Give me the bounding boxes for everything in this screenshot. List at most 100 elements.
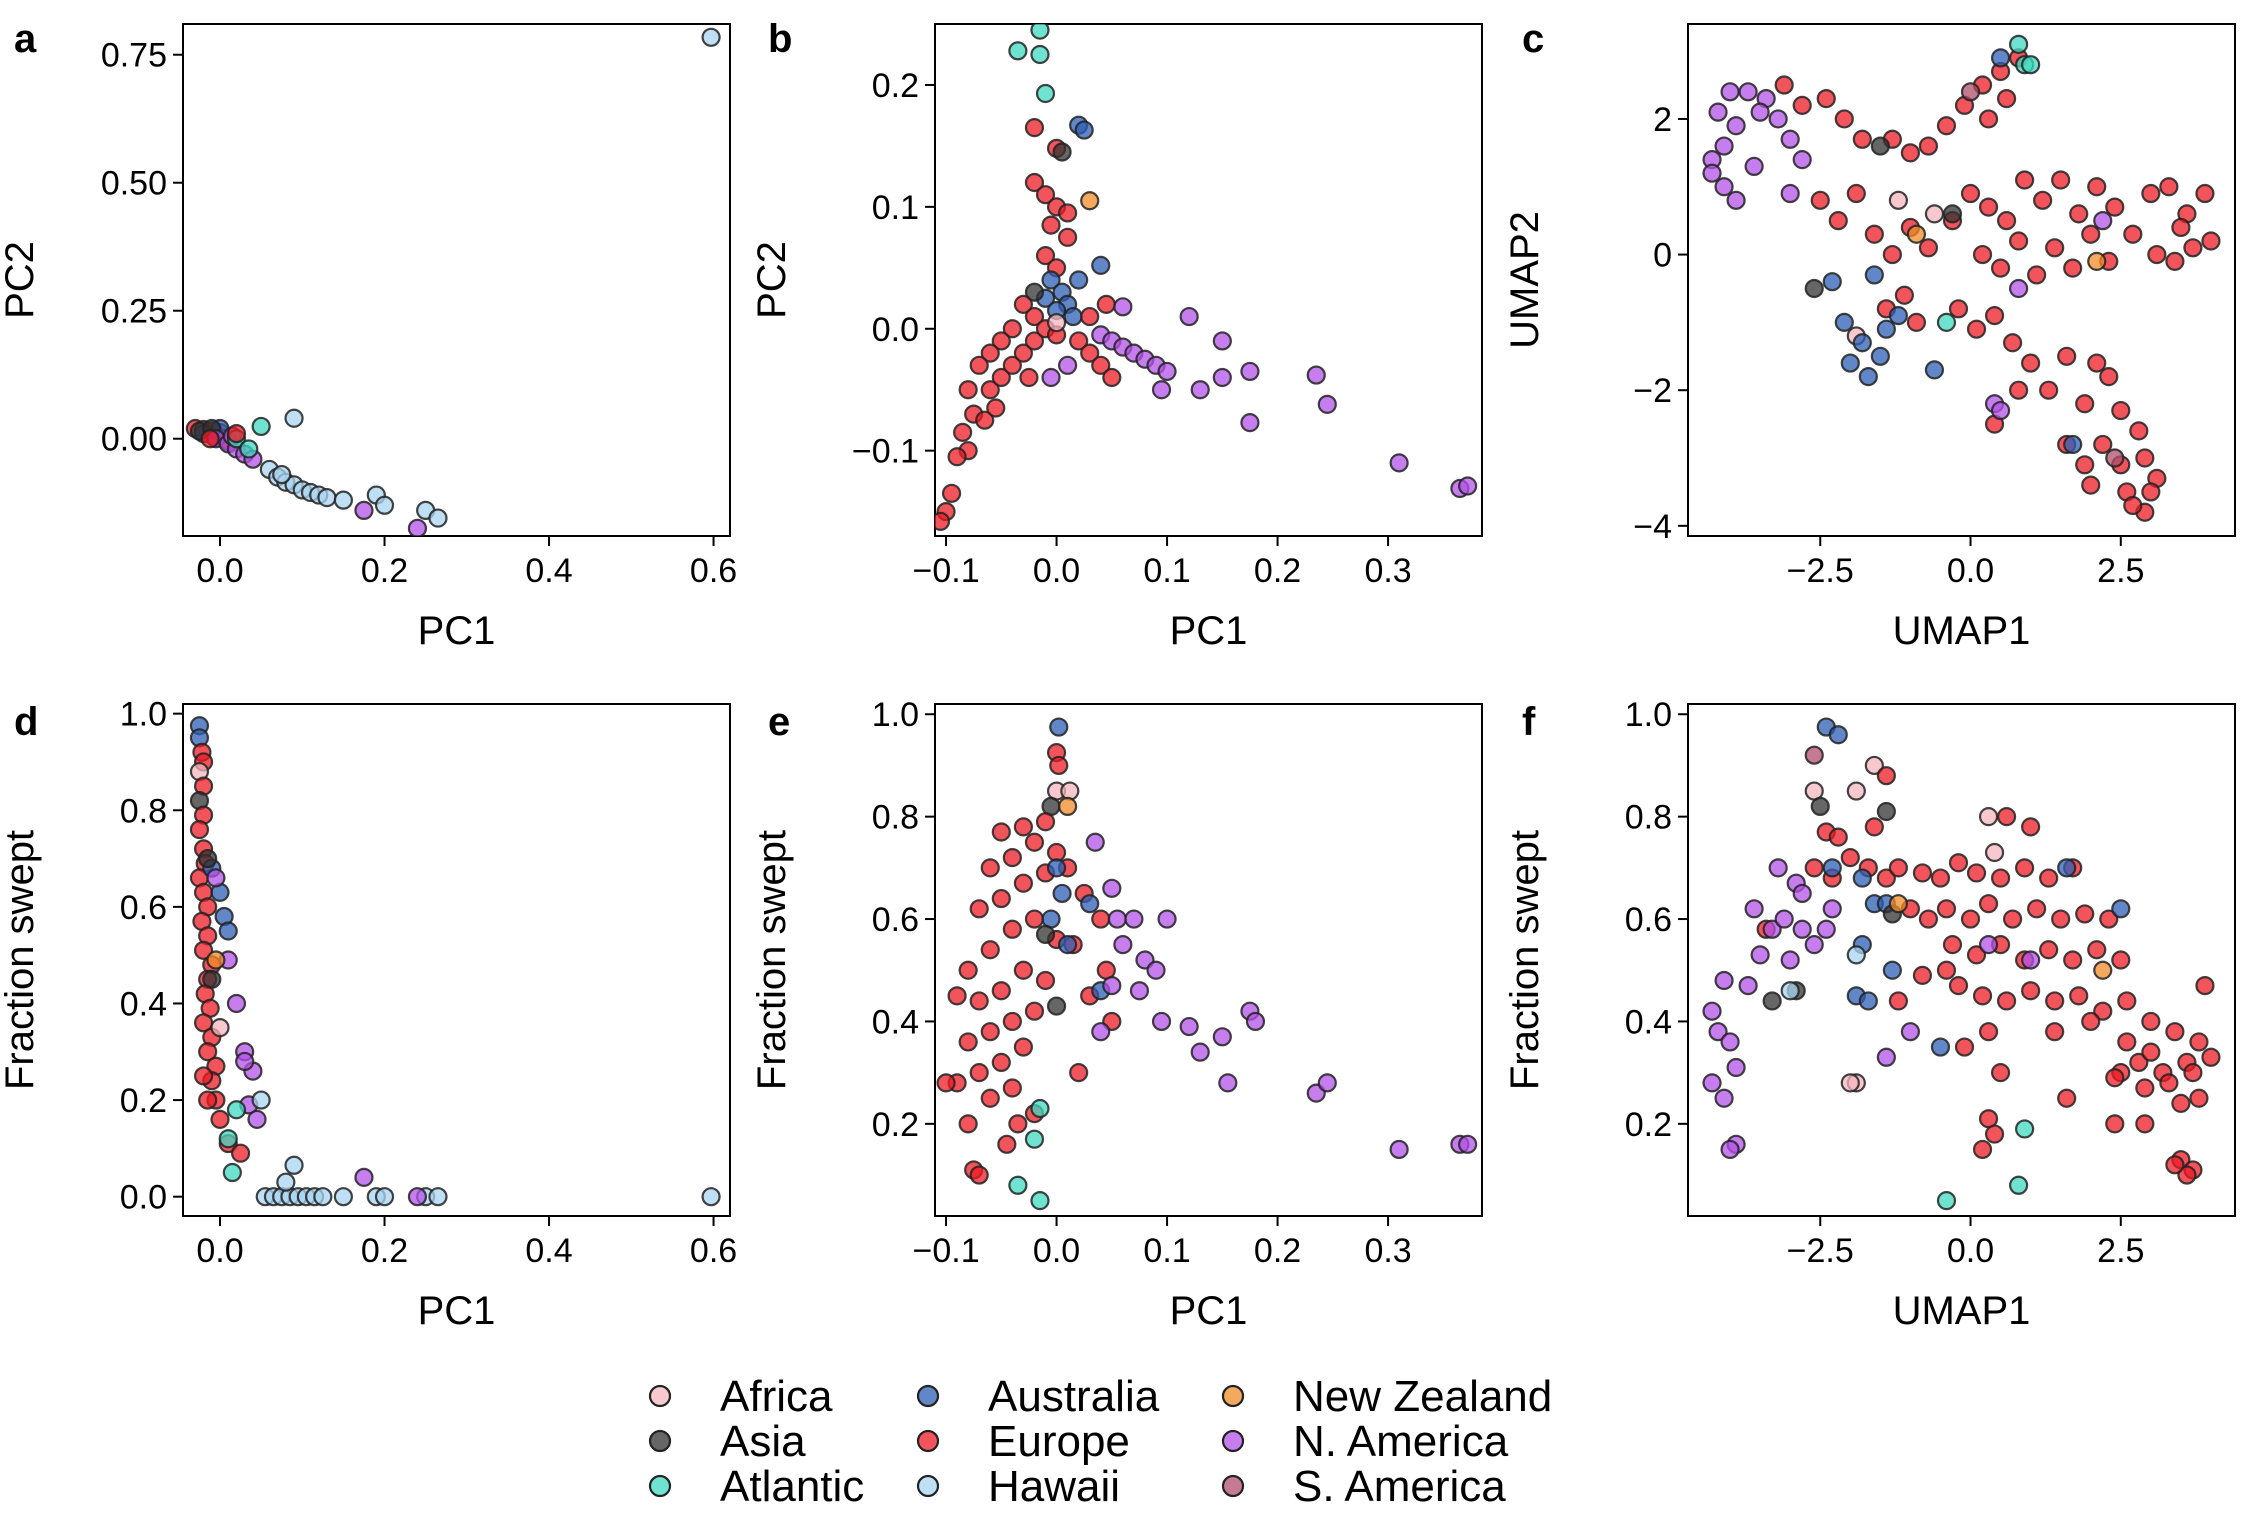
data-point-europe bbox=[2063, 258, 2083, 278]
panel-e: e −0.1 0.0 0.1 0.2 0.3 0.2 0.4 0.6 0.8 1.0 PC1 Fract… bbox=[750, 696, 1483, 1333]
data-point-n-america bbox=[1744, 156, 1764, 177]
data-point-asia bbox=[1942, 204, 1963, 224]
x-tick-label: 0.0 bbox=[1947, 552, 1994, 590]
data-point-europe bbox=[2141, 482, 2161, 502]
legend-label: Australia bbox=[988, 1372, 1160, 1421]
data-point-europe bbox=[2075, 904, 2095, 924]
data-point-australia bbox=[1080, 894, 1100, 914]
data-point-europe bbox=[1041, 215, 1061, 235]
data-point-europe bbox=[1035, 970, 1056, 991]
data-point-europe bbox=[1840, 847, 1860, 868]
data-point-europe bbox=[2129, 1052, 2149, 1073]
legend-item-asia: Asia bbox=[648, 1417, 806, 1466]
data-point-n-america bbox=[235, 1051, 255, 1072]
data-point-n-america bbox=[1102, 878, 1122, 898]
data-point-n-america bbox=[1792, 919, 1812, 939]
data-point-atlantic bbox=[251, 416, 271, 437]
data-point-australia bbox=[1046, 858, 1067, 878]
y-tick-label: 0.2 bbox=[872, 67, 919, 105]
data-point-asia bbox=[1035, 924, 1056, 945]
data-point-australia bbox=[1828, 725, 1848, 745]
data-point-europe bbox=[935, 511, 951, 531]
data-point-asia bbox=[1810, 796, 1830, 817]
data-point-europe bbox=[2201, 231, 2221, 251]
data-point-europe bbox=[1828, 211, 1848, 231]
data-point-europe bbox=[1002, 847, 1022, 868]
data-point-europe bbox=[2069, 204, 2089, 224]
data-point-new-zealand bbox=[1888, 894, 1908, 914]
data-point-hawaii bbox=[1846, 945, 1866, 965]
data-point-europe bbox=[2021, 817, 2041, 837]
data-point-europe bbox=[198, 1042, 218, 1062]
legend-label: Hawaii bbox=[988, 1462, 1120, 1511]
data-point-europe bbox=[2159, 1073, 2179, 1093]
data-point-europe bbox=[1002, 919, 1022, 939]
data-point-n-america bbox=[247, 1109, 267, 1129]
data-point-n-america bbox=[1102, 975, 1122, 996]
data-point-n-america bbox=[1750, 945, 1770, 965]
data-point-africa bbox=[1046, 313, 1067, 333]
data-points bbox=[936, 717, 1478, 1211]
x-axis-title: PC1 bbox=[418, 609, 496, 653]
x-tick-label: −0.1 bbox=[912, 1232, 979, 1270]
panel-letter: f bbox=[1522, 700, 1536, 744]
x-tick-label: 2.5 bbox=[2097, 552, 2144, 590]
data-point-europe bbox=[1876, 868, 1896, 888]
data-point-europe bbox=[958, 380, 978, 400]
y-tick-label: 0 bbox=[1653, 237, 1672, 275]
data-point-n-america bbox=[1041, 367, 1061, 388]
data-point-n-america bbox=[1816, 919, 1836, 939]
data-point-australia bbox=[2111, 899, 2131, 919]
panel-letter: a bbox=[14, 17, 37, 61]
data-point-atlantic bbox=[1024, 1129, 1045, 1149]
legend-item-n-america: N. America bbox=[1221, 1417, 1509, 1466]
y-axis-title: Fraction swept bbox=[1503, 830, 1547, 1090]
data-point-europe bbox=[2105, 1114, 2125, 1134]
data-point-asia bbox=[1876, 801, 1896, 822]
plot-frame bbox=[1687, 23, 2236, 537]
data-point-europe bbox=[1960, 183, 1981, 204]
data-point-europe bbox=[1918, 136, 1939, 156]
data-point-n-america bbox=[1151, 1011, 1172, 1032]
data-point-europe bbox=[1912, 863, 1933, 883]
data-point-europe bbox=[2171, 1093, 2191, 1113]
data-point-africa bbox=[210, 1018, 230, 1038]
data-point-australia bbox=[1990, 48, 2011, 68]
data-point-europe bbox=[1984, 306, 2005, 326]
data-point-n-america bbox=[1146, 960, 1166, 980]
data-point-europe bbox=[1792, 95, 1812, 115]
x-tick-label: 0.3 bbox=[1364, 552, 1411, 590]
legend-label: Atlantic bbox=[720, 1462, 864, 1511]
data-point-europe bbox=[1966, 945, 1987, 965]
data-point-hawaii bbox=[251, 1090, 271, 1110]
data-point-europe bbox=[980, 940, 1000, 960]
x-tick-label: −2.5 bbox=[1787, 552, 1854, 590]
data-point-n-america bbox=[1774, 909, 1794, 929]
data-point-europe bbox=[1002, 1011, 1022, 1032]
data-point-n-america bbox=[2021, 950, 2041, 970]
data-point-europe bbox=[1888, 991, 1908, 1011]
x-tick-label: 0.1 bbox=[1143, 552, 1190, 590]
data-point-europe bbox=[2129, 421, 2149, 441]
data-point-asia bbox=[1024, 282, 1045, 302]
data-point-europe bbox=[2081, 224, 2101, 244]
legend-label: N. America bbox=[1293, 1417, 1509, 1466]
data-point-europe bbox=[230, 1143, 251, 1163]
data-point-europe bbox=[2201, 1047, 2221, 1067]
y-tick-label: 0.4 bbox=[872, 1003, 919, 1041]
y-axis-title: Fraction swept bbox=[0, 830, 42, 1090]
data-point-europe bbox=[1816, 88, 1836, 109]
data-point-europe bbox=[2027, 265, 2047, 285]
data-point-europe bbox=[2189, 1088, 2209, 1108]
data-points bbox=[1702, 34, 2221, 522]
x-tick-label: 0.6 bbox=[690, 552, 737, 590]
data-point-n-america bbox=[1179, 306, 1199, 327]
data-point-europe bbox=[1008, 1114, 1028, 1134]
legend-swatch bbox=[648, 1429, 672, 1453]
data-point-europe bbox=[1906, 312, 1927, 332]
data-point-new-zealand bbox=[1906, 224, 1927, 244]
data-point-europe bbox=[1002, 355, 1022, 375]
data-point-europe bbox=[1972, 244, 1993, 265]
data-point-n-america bbox=[1091, 1022, 1111, 1042]
